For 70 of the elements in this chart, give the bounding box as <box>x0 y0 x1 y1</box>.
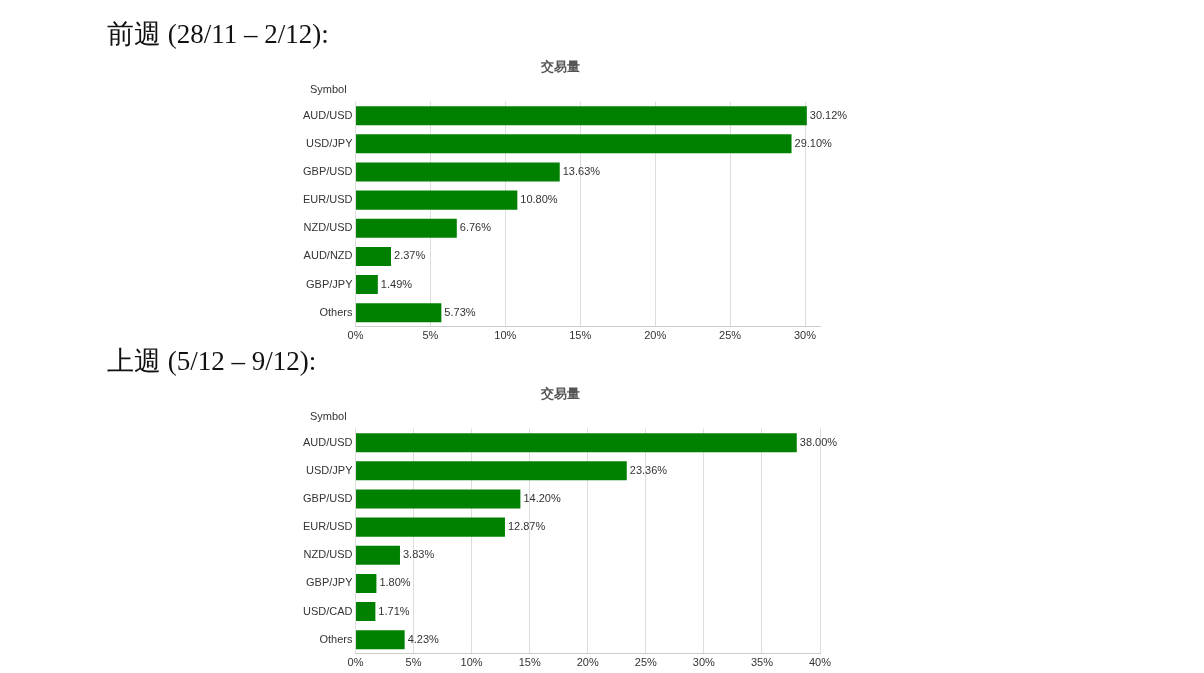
bar <box>356 433 797 453</box>
data-label: 23.36% <box>629 463 668 476</box>
bar <box>356 218 457 238</box>
data-label: 30.12% <box>809 108 848 121</box>
data-label: 10.80% <box>520 193 558 206</box>
y-tick-label: NZD/USD <box>303 221 353 234</box>
bar <box>356 573 377 593</box>
bar <box>356 275 378 295</box>
y-axis-title: Symbol <box>310 410 347 423</box>
y-tick-label: USD/JPY <box>306 136 354 149</box>
y-tick-label: GBP/USD <box>303 165 353 178</box>
y-tick-label: Others <box>319 632 354 645</box>
y-tick-label: AUD/USD <box>303 108 353 121</box>
y-tick-label: GBP/JPY <box>306 576 354 589</box>
x-tick-label: 15% <box>569 329 592 342</box>
x-tick-label: 30% <box>794 329 817 342</box>
bar <box>356 489 521 509</box>
data-label: 1.71% <box>378 604 410 617</box>
bar <box>356 134 792 154</box>
data-label: 29.10% <box>794 136 833 149</box>
data-label: 12.87% <box>507 520 546 533</box>
x-tick-label: 20% <box>644 329 667 342</box>
x-tick-label: 35% <box>750 656 774 669</box>
y-tick-label: GBP/USD <box>303 492 353 505</box>
x-tick-label: 5% <box>422 329 439 342</box>
bar <box>356 602 376 622</box>
bar <box>356 246 392 266</box>
x-tick-label: 15% <box>518 656 541 669</box>
x-tick-label: 5% <box>405 656 422 669</box>
y-axis-title: Symbol <box>310 83 347 96</box>
y-tick-label: AUD/NZD <box>303 249 353 262</box>
chart-title: 上週 (5/12 – 9/12): <box>107 345 317 378</box>
x-tick-label: 40% <box>808 656 832 669</box>
data-label: 14.20% <box>523 492 561 505</box>
bar <box>356 630 405 650</box>
y-tick-label: NZD/USD <box>303 548 353 561</box>
x-tick-label: 0% <box>347 656 364 669</box>
data-label: 3.83% <box>402 548 435 561</box>
bar <box>356 545 400 565</box>
x-tick-label: 10% <box>460 656 483 669</box>
data-label: 1.49% <box>380 277 413 290</box>
bar <box>356 461 627 481</box>
data-label: 2.37% <box>394 249 426 262</box>
data-label: 1.80% <box>379 576 411 589</box>
y-tick-label: AUD/USD <box>303 435 353 448</box>
chart-subtitle: 交易量 <box>539 386 580 402</box>
x-tick-label: 20% <box>576 656 599 669</box>
data-label: 4.23% <box>407 632 440 645</box>
y-tick-label: EUR/USD <box>303 193 353 206</box>
data-label: 13.63% <box>562 165 601 178</box>
chart-subtitle: 交易量 <box>539 59 580 75</box>
bar <box>356 162 560 182</box>
y-tick-label: EUR/USD <box>303 520 353 533</box>
data-label: 5.73% <box>444 305 476 318</box>
x-tick-label: 25% <box>719 329 742 342</box>
y-tick-label: USD/JPY <box>306 463 354 476</box>
y-tick-label: USD/CAD <box>303 604 353 617</box>
bar <box>356 303 442 323</box>
x-tick-label: 30% <box>692 656 716 669</box>
x-tick-label: 10% <box>494 329 517 342</box>
y-tick-label: GBP/JPY <box>306 277 354 290</box>
bar <box>356 106 807 126</box>
data-label: 6.76% <box>459 221 492 234</box>
data-label: 38.00% <box>799 435 838 448</box>
bar <box>356 190 518 210</box>
x-tick-label: 25% <box>634 656 658 669</box>
x-tick-label: 0% <box>347 329 364 342</box>
y-tick-label: Others <box>319 305 354 318</box>
chart-title: 前週 (28/11 – 2/12): <box>107 18 329 51</box>
bar <box>356 517 505 537</box>
